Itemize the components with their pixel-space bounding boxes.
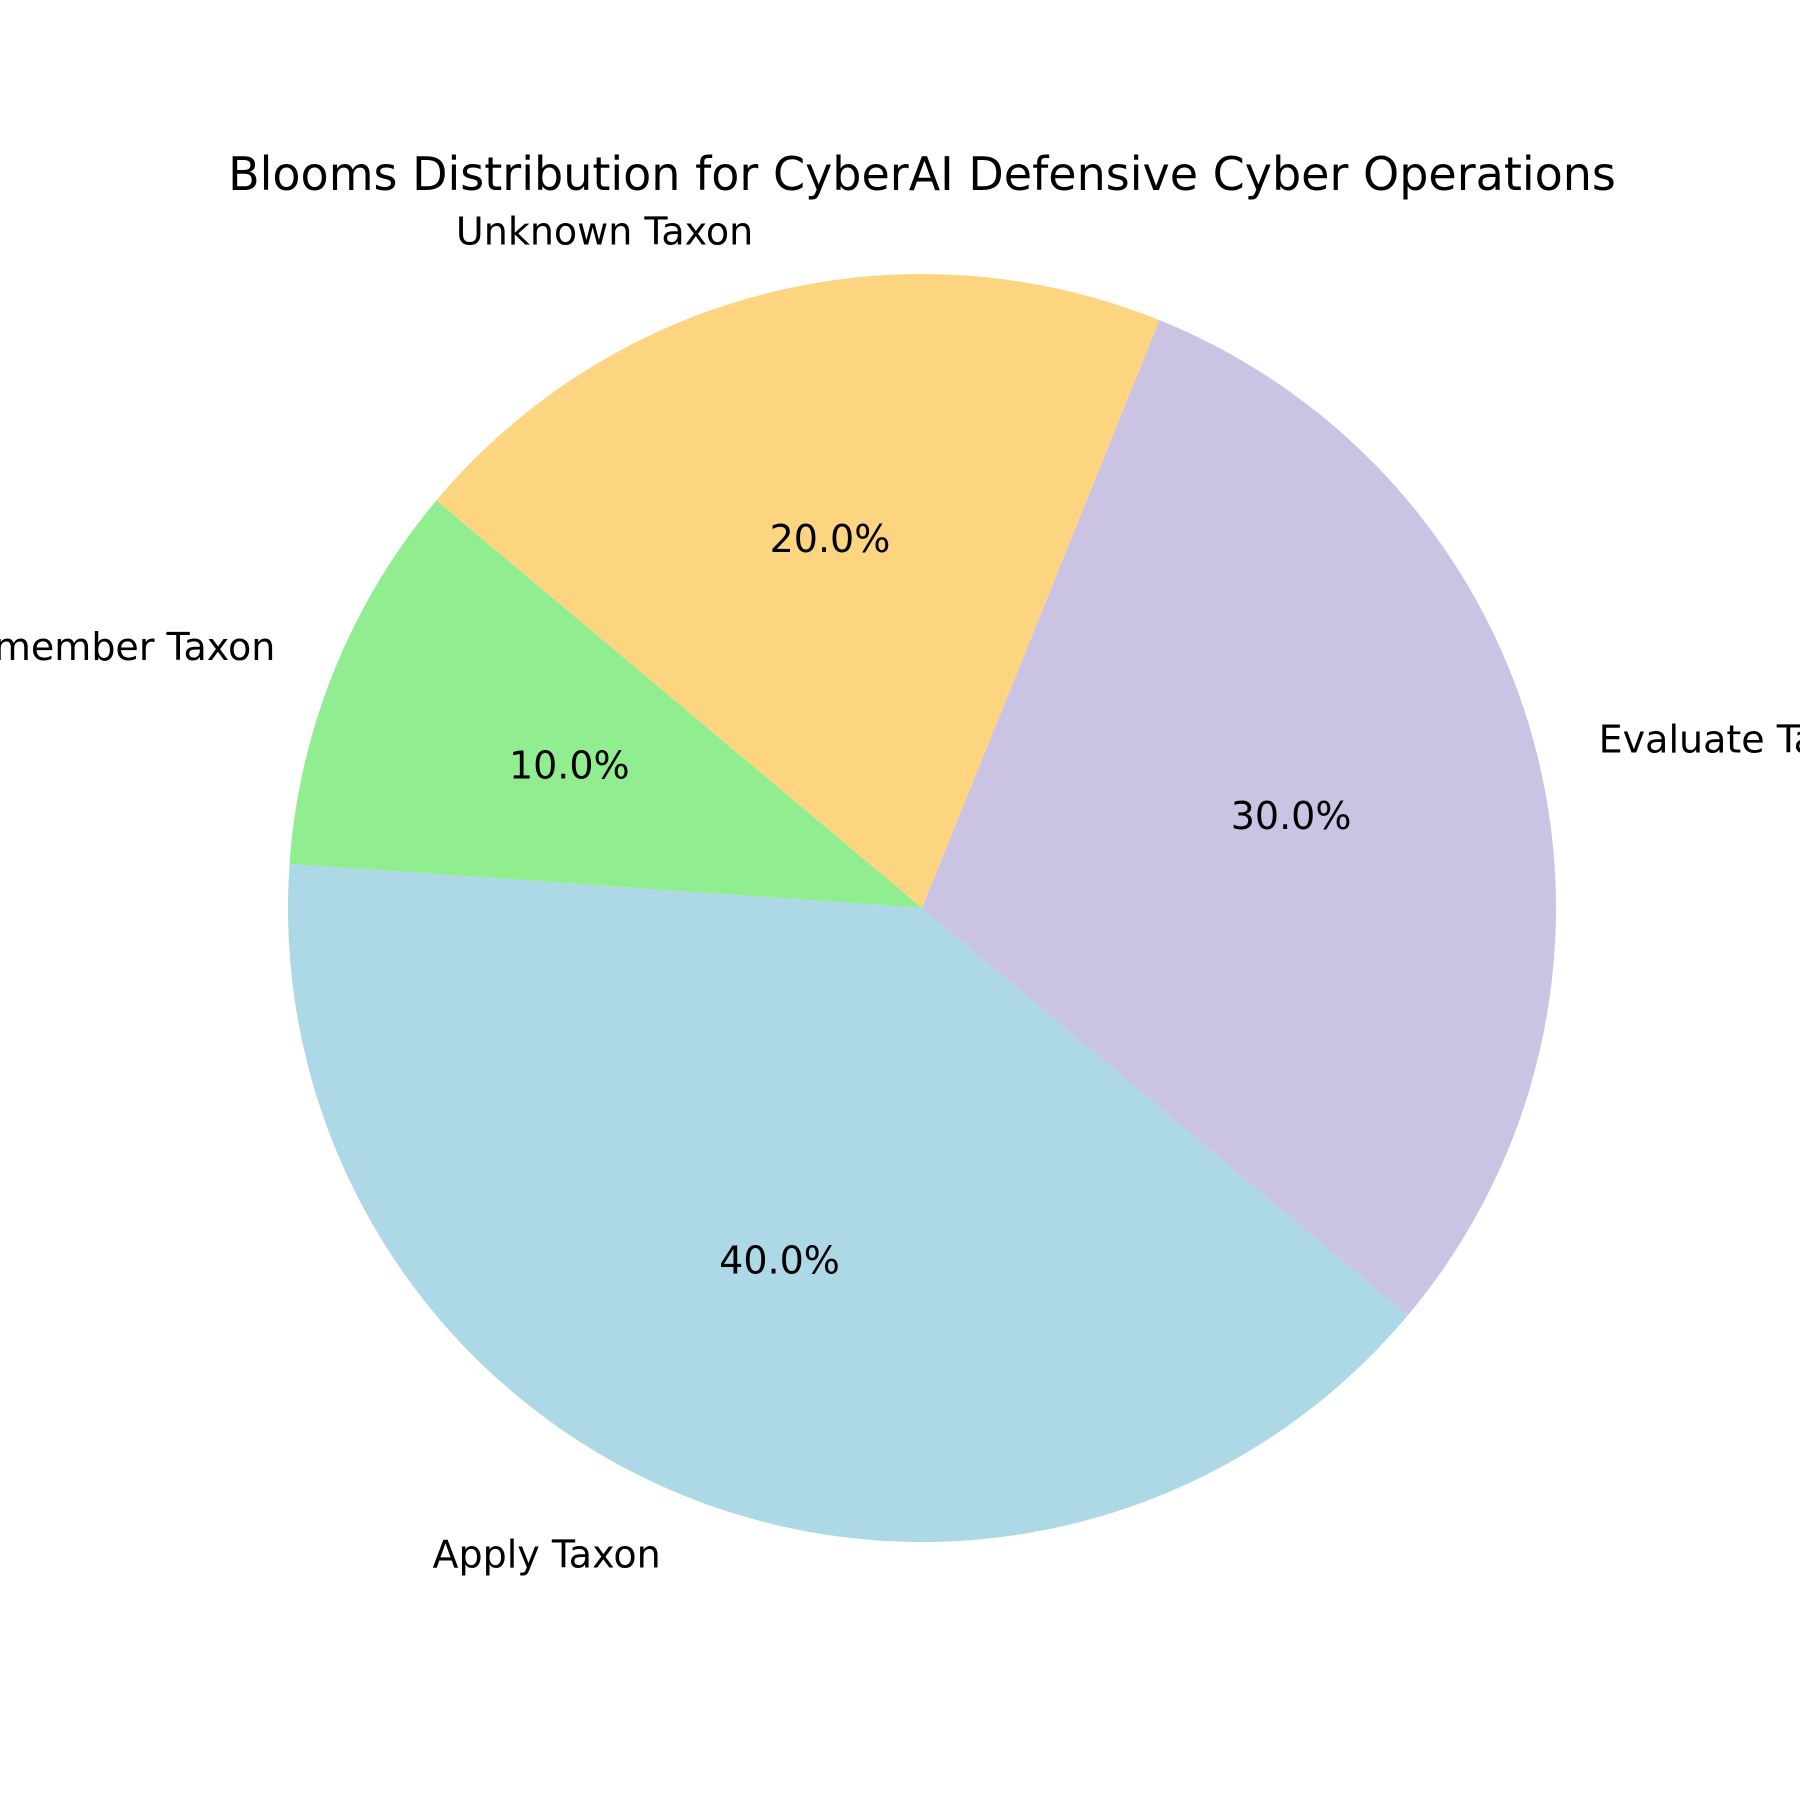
- chart-title: Blooms Distribution for CyberAI Defensiv…: [228, 147, 1616, 201]
- pie-slice-unknown-taxon: [436, 274, 1160, 908]
- pie-category-label-apply-taxon: Apply Taxon: [433, 1533, 661, 1577]
- pie-pct-label-evaluate-taxon: 30.0%: [1231, 794, 1352, 838]
- pie-labels: 40.0% Apply Taxon 30.0% Evaluate Taxon 20.0%…: [0, 209, 1800, 1576]
- pie-category-label-unknown-taxon: Unknown Taxon: [456, 209, 753, 253]
- pie-slice-remember-taxon: [289, 500, 922, 908]
- pie-pct-label-unknown-taxon: 20.0%: [770, 517, 891, 561]
- pie-category-label-remember-taxon: Remember Taxon: [0, 625, 275, 669]
- pie-category-label-evaluate-taxon: Evaluate Taxon: [1599, 717, 1800, 761]
- pie-slices: [287, 274, 1556, 1543]
- pie-slice-evaluate-taxon: [922, 320, 1556, 1316]
- pie-pct-label-remember-taxon: 10.0%: [509, 744, 630, 788]
- pie-slice-apply-taxon: [287, 863, 1408, 1543]
- pie-pct-label-apply-taxon: 40.0%: [719, 1239, 840, 1283]
